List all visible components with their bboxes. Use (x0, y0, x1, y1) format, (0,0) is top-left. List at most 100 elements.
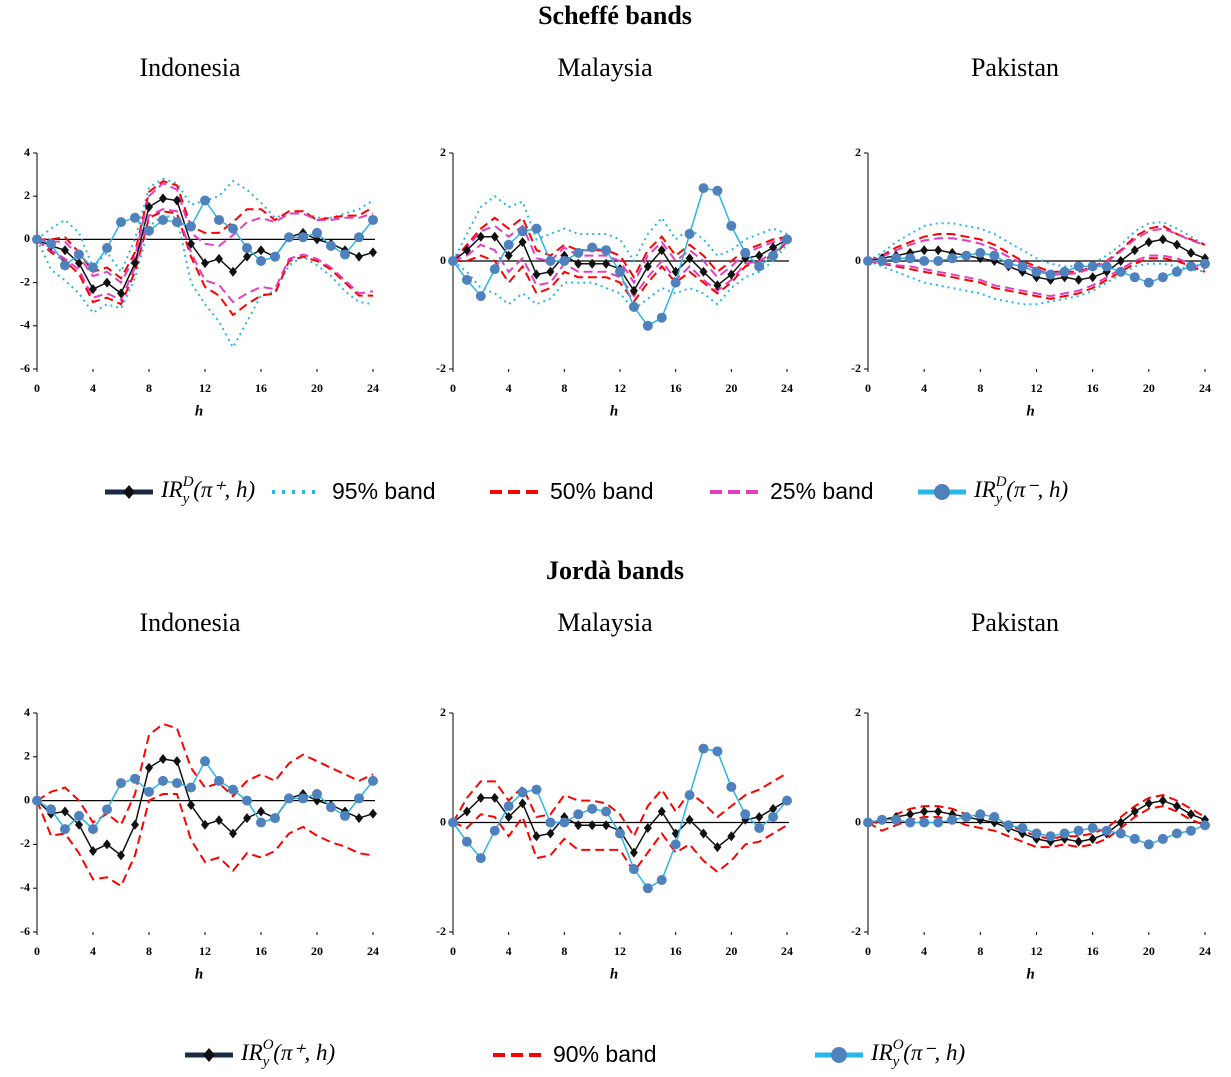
data-point (1073, 825, 1084, 836)
data-point (75, 819, 83, 830)
data-point (601, 245, 612, 256)
data-point (877, 814, 888, 825)
data-point (768, 812, 779, 823)
data-point (88, 262, 98, 273)
data-point (144, 225, 154, 236)
data-point (920, 806, 929, 817)
data-point (685, 253, 694, 264)
data-point (559, 256, 570, 266)
data-point (573, 247, 584, 258)
data-point (369, 808, 377, 819)
series-line (867, 227, 1206, 276)
series-line (36, 177, 374, 274)
data-point (755, 812, 764, 823)
legend-label: IRO y (π⁺, h) (240, 1037, 335, 1070)
data-point (130, 773, 140, 784)
data-point (489, 825, 500, 836)
data-point (1143, 839, 1154, 850)
data-point (242, 795, 252, 806)
data-point (1045, 831, 1056, 842)
data-point (475, 853, 486, 864)
y-tick-label: -4 (20, 318, 30, 332)
series-line (452, 797, 788, 855)
data-point (905, 253, 916, 264)
data-point (340, 249, 350, 260)
data-point (229, 266, 237, 277)
y-tick-label: 2 (855, 705, 861, 719)
data-point (518, 237, 527, 248)
data-point (1158, 795, 1167, 806)
data-point (587, 803, 598, 814)
data-point (88, 824, 98, 835)
data-point (657, 245, 666, 256)
x-axis-label: h (195, 966, 203, 982)
data-point (1200, 258, 1210, 269)
legend-args: (π⁺, h) (193, 477, 255, 502)
data-point (131, 819, 139, 830)
data-point (518, 798, 527, 809)
data-point (961, 812, 972, 823)
data-point (1144, 237, 1153, 248)
data-point (504, 250, 513, 261)
chart-title: Pakistan (971, 608, 1059, 637)
data-point (215, 815, 223, 826)
x-tick-label: 8 (977, 944, 983, 958)
data-point (159, 193, 167, 204)
legend-label: 50% band (550, 478, 654, 504)
data-point (243, 251, 251, 262)
series-line (452, 194, 788, 263)
data-point (116, 778, 126, 789)
data-point (642, 320, 653, 331)
data-point (919, 256, 930, 266)
data-point (1200, 820, 1210, 831)
data-point (588, 258, 597, 269)
legend-item: IRO y (π⁺, h) (185, 1037, 335, 1070)
x-tick-label: 24 (781, 381, 793, 395)
data-point (863, 256, 873, 266)
data-point (369, 247, 377, 258)
data-point (228, 223, 238, 234)
data-point (545, 817, 556, 828)
legend-marker (934, 484, 950, 500)
section-title: Scheffé bands (538, 1, 692, 30)
data-point (1172, 801, 1181, 812)
series-line (452, 239, 788, 298)
y-tick-label: 2 (855, 145, 861, 159)
data-point (934, 245, 943, 256)
data-point (74, 249, 84, 260)
x-tick-label: 20 (311, 381, 323, 395)
data-point (1158, 234, 1167, 245)
data-point (740, 809, 751, 820)
data-point (601, 806, 612, 817)
y-tick-label: 0 (440, 814, 446, 828)
data-point (1171, 828, 1182, 839)
x-tick-label: 4 (90, 944, 96, 958)
data-point (243, 813, 251, 824)
x-axis-label: h (1026, 966, 1034, 982)
data-point (891, 253, 902, 264)
x-tick-label: 16 (670, 381, 682, 395)
data-point (920, 245, 929, 256)
data-point (340, 810, 350, 821)
y-tick-label: -2 (436, 924, 446, 938)
data-point (284, 232, 294, 243)
legend-sub: y (891, 1054, 900, 1070)
data-point (186, 782, 196, 793)
legend-item: 50% band (490, 478, 654, 504)
legend-base: IR (973, 477, 996, 502)
legend-label: 95% band (332, 478, 436, 504)
data-point (1017, 261, 1028, 272)
data-point (684, 229, 695, 239)
data-point (490, 231, 499, 242)
x-tick-label: 12 (199, 944, 211, 958)
x-tick-label: 16 (255, 944, 267, 958)
data-point (546, 266, 555, 277)
data-point (573, 809, 584, 820)
series-line (36, 759, 374, 831)
x-tick-label: 24 (367, 381, 379, 395)
data-point (1087, 822, 1098, 833)
legend-item: 90% band (493, 1041, 657, 1067)
data-point (699, 828, 708, 839)
